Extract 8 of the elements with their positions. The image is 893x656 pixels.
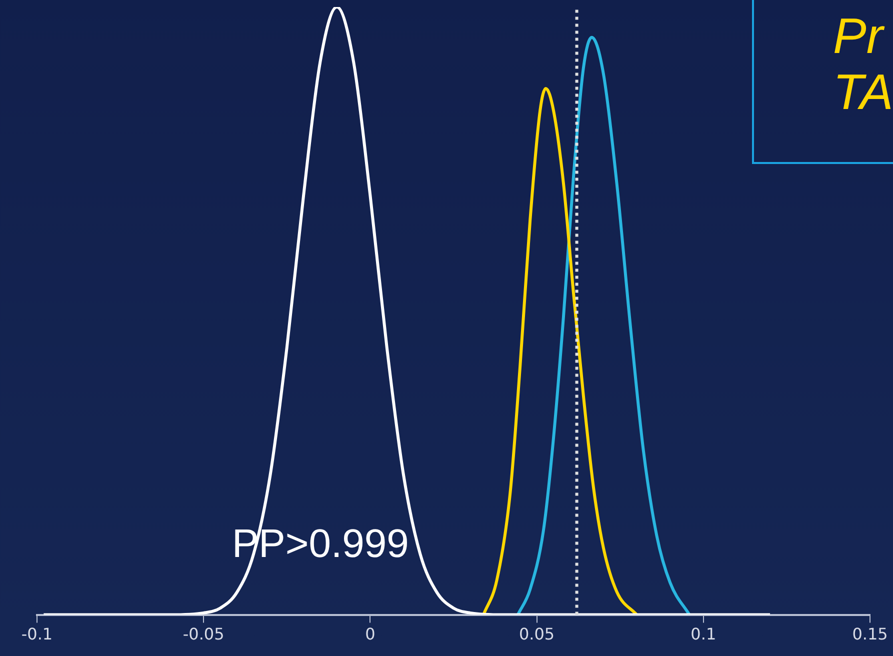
- annotation: TA: [833, 64, 893, 120]
- x-tick-label: 0.15: [852, 624, 888, 644]
- x-tick-label: -0.1: [21, 624, 53, 644]
- x-tick-label: 0.05: [518, 624, 555, 644]
- x-tick-label: -0.05: [182, 624, 224, 644]
- x-tick-label: 0.1: [690, 624, 716, 644]
- x-tick-label: 0: [365, 624, 376, 644]
- annotation: Pr: [833, 8, 886, 64]
